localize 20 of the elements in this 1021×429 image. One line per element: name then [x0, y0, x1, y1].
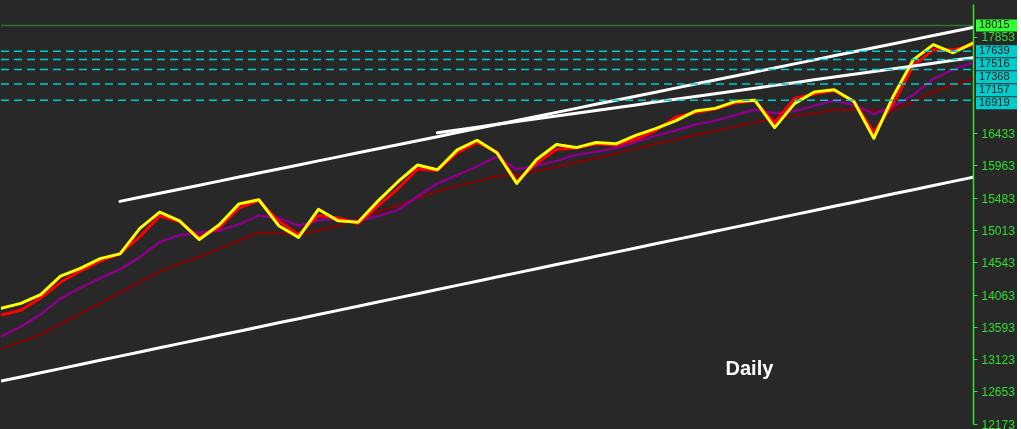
- y-tick-label: 15013: [981, 223, 1016, 238]
- annotation: Daily: [725, 357, 775, 380]
- y-tick-label: 14063: [981, 288, 1016, 303]
- y-tick-label: 12173: [981, 417, 1016, 429]
- y-tick-label: 14543: [981, 255, 1016, 270]
- y-tick-label: 13123: [981, 352, 1016, 367]
- y-tick-label: 15483: [981, 191, 1016, 206]
- y-tick-label: 16433: [981, 126, 1016, 141]
- ref-line-label: 17368: [979, 70, 1010, 83]
- line-series: [118, 26, 973, 203]
- y-tick-label: 13593: [981, 320, 1016, 335]
- y-tick-label: 12653: [981, 384, 1016, 399]
- ref-line-label: 16919: [979, 96, 1010, 109]
- ref-line-label: 17516: [979, 57, 1010, 70]
- y-tick-label: 15963: [981, 158, 1016, 173]
- line-series: [1, 175, 973, 383]
- y-tick-label: 17853: [981, 30, 1016, 45]
- ref-line-label: 18015: [979, 18, 1010, 31]
- ref-line-label: 17639: [979, 44, 1010, 57]
- ref-line-label: 17157: [979, 83, 1010, 96]
